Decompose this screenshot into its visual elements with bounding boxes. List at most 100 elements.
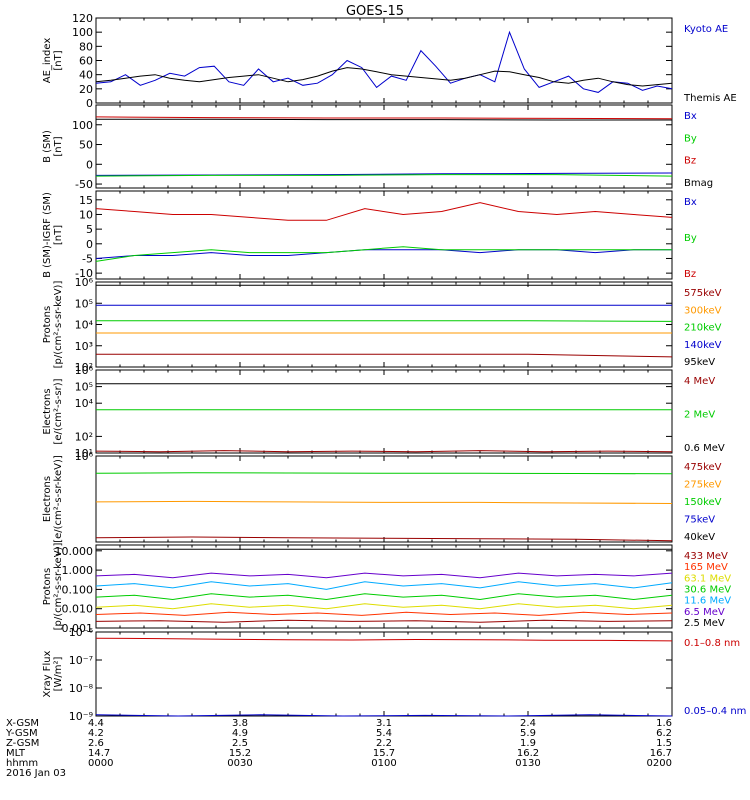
- legend-entry: 40keV: [684, 532, 715, 543]
- chart-title: GOES-15: [346, 4, 404, 19]
- series-150kev-line: [95, 536, 673, 542]
- legend-entry: 30.6 MeV: [684, 585, 731, 596]
- panel-8-y-tick-label: 10⁻⁶: [69, 626, 94, 639]
- footer-value: 15.7: [373, 748, 395, 759]
- panel-7-y-tick-label: 0.001: [62, 622, 94, 635]
- footer-value: 4.4: [88, 718, 104, 729]
- series-210kev-line: [96, 320, 673, 322]
- legend-entry: Bz: [684, 269, 696, 280]
- panel-8-y-tick-label: 10⁻⁸: [69, 682, 94, 695]
- legend-entry: Bz: [684, 156, 696, 167]
- panel-5-y-label: Electrons: [42, 388, 53, 434]
- panel-5-frame: [95, 369, 673, 454]
- footer-value: 1.9: [520, 738, 536, 749]
- panel-3-y-tick-label: -10: [75, 267, 93, 280]
- footer-value: 6.2: [656, 728, 672, 739]
- footer-value: 0200: [647, 758, 672, 769]
- panel-4-y-label: [p/(cm²-s-sr-keV)]: [53, 281, 64, 369]
- panel-8-y-label: Xray Flux: [42, 650, 53, 697]
- footer-value: 3.1: [376, 718, 392, 729]
- series-bz-line: [95, 116, 673, 120]
- footer-row-label: hhmm: [6, 758, 38, 769]
- legend-entry: 2 MeV: [684, 410, 715, 421]
- series-kyoto-ae-line: [95, 30, 673, 93]
- legend-entry: Kyoto AE: [684, 24, 728, 35]
- footer-value: 0000: [88, 758, 113, 769]
- footer-value: 16.2: [517, 748, 539, 759]
- legend-entry: 210keV: [684, 323, 722, 334]
- legend-entry: 433 MeV: [684, 551, 728, 562]
- panel-1-y-tick-label: 100: [72, 26, 93, 39]
- panel-2-y-tick-label: 100: [72, 119, 93, 132]
- legend-entry: 6.5 MeV: [684, 607, 725, 618]
- panel-5-y-tick-label: 10¹: [75, 447, 93, 460]
- panel-7-y-tick-label: 0.100: [62, 583, 94, 596]
- footer-row-label: X-GSM: [6, 718, 39, 729]
- panel-7-y-tick-label: 10.000: [55, 545, 94, 558]
- footer-value: 5.4: [376, 728, 392, 739]
- panel-2-y-tick-label: 0: [86, 158, 93, 171]
- footer-row-label: Y-GSM: [5, 728, 38, 739]
- footer-value: 14.7: [88, 748, 110, 759]
- panel-1-frame: [95, 17, 673, 104]
- series-0-05-0-4-nm-line: [95, 714, 673, 717]
- panel-8-frame: [95, 631, 673, 717]
- legend-entry: Bmag: [684, 178, 713, 189]
- panel-3-y-tick-label: 0: [86, 238, 93, 251]
- series-30-6-mev-line: [95, 593, 673, 601]
- legend-entry: 0.1–0.8 nm: [684, 638, 740, 649]
- series-40kev-line: [95, 472, 673, 475]
- legend-entry: By: [684, 233, 697, 244]
- panel-7-y-label: [p/(cm²-s-sr-keV)]: [53, 543, 64, 631]
- legend-entry: 11.6 MeV: [684, 596, 731, 607]
- legend-entry: 4 MeV: [684, 376, 715, 387]
- panel-2-y-tick-label: 50: [79, 139, 93, 152]
- footer-value: 5.9: [520, 728, 536, 739]
- series-75kev-line: [95, 500, 673, 504]
- series-by-line: [95, 246, 672, 262]
- footer-value: 2.2: [376, 738, 392, 749]
- panel-2-y-label: B (SM): [42, 130, 53, 163]
- panel-3-y-tick-label: 15: [79, 194, 93, 207]
- panel-1-y-label: [nT]: [53, 50, 64, 70]
- legend-entry: 300keV: [684, 305, 722, 316]
- panel-1-y-label: AE_index: [42, 38, 53, 84]
- panel-3-y-label: B (SM)-IGRF (SM): [42, 192, 53, 278]
- panel-1-y-tick-label: 80: [79, 40, 93, 53]
- series-bx-line: [95, 249, 672, 259]
- legend-entry: 63.1 MeV: [684, 573, 731, 584]
- footer-value: 3.8: [232, 718, 248, 729]
- panel-1-y-tick-label: 60: [79, 55, 93, 68]
- series-themis-ae-line: [95, 67, 673, 87]
- footer-row-label: Z-GSM: [6, 738, 39, 749]
- panel-5-y-tick-label: 10⁵: [75, 381, 93, 394]
- panel-4-y-tick-label: 10²: [75, 361, 93, 374]
- legend-entry: 2.5 MeV: [684, 618, 725, 629]
- legend-entry: Bx: [684, 197, 697, 208]
- panel-1-y-tick-label: 0: [86, 97, 93, 110]
- footer-value: 2.4: [520, 718, 536, 729]
- panel-2-y-tick-label: -50: [75, 178, 93, 191]
- footer-value: 15.2: [229, 748, 251, 759]
- panel-1-y-tick-label: 40: [79, 69, 93, 82]
- footer-value: 2.6: [88, 738, 104, 749]
- footer-value: 16.7: [650, 748, 672, 759]
- panel-5-y-tick-label: 10²: [75, 430, 93, 443]
- footer-value: 0130: [515, 758, 540, 769]
- legend-entry: 275keV: [684, 480, 722, 491]
- panel-6-frame: [95, 455, 673, 543]
- footer-value: 2.5: [232, 738, 248, 749]
- panel-5-y-tick-label: 10⁶: [75, 364, 94, 377]
- legend-entry: 475keV: [684, 462, 722, 473]
- panel-2-y-label: [nT]: [53, 136, 64, 156]
- panel-4-y-tick-label: 10⁶: [75, 276, 94, 289]
- legend-entry: 150keV: [684, 497, 722, 508]
- legend-entry: 575keV: [684, 288, 722, 299]
- panel-3-frame: [95, 190, 673, 280]
- footer-value: 0030: [227, 758, 252, 769]
- panel-4-y-tick-label: 10³: [75, 340, 93, 353]
- panel-6-y-label: Electrons: [42, 476, 53, 522]
- series-433-mev-low-line: [95, 619, 673, 623]
- legend-entry: By: [684, 133, 697, 144]
